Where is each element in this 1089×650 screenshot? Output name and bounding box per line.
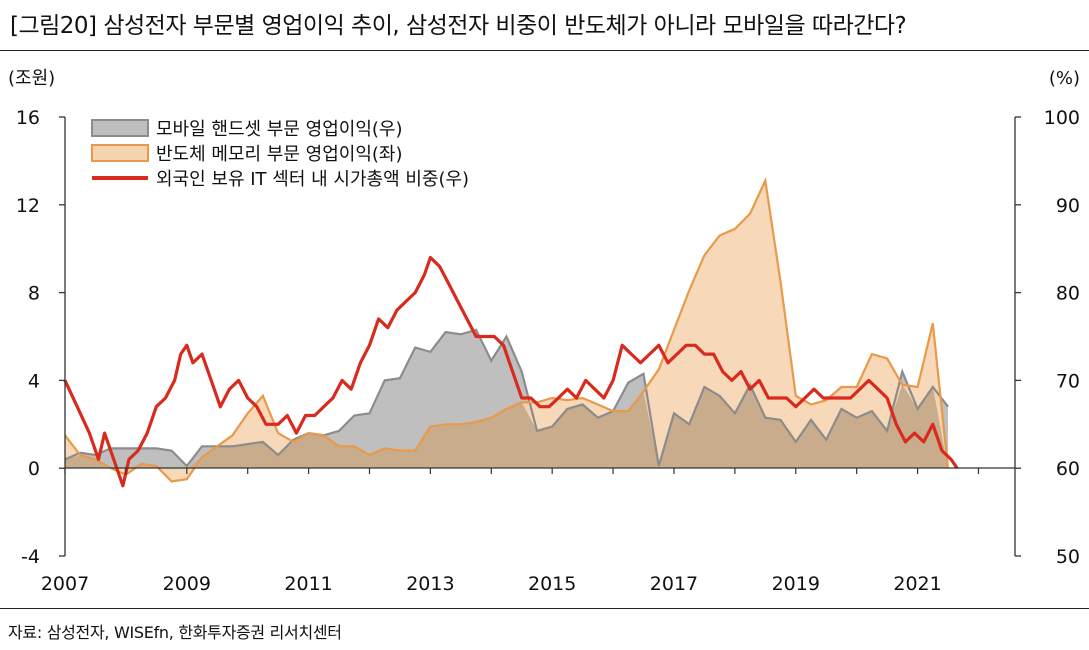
top-rule xyxy=(0,50,1089,51)
x-tick-label: 2011 xyxy=(284,573,332,595)
foreign-line xyxy=(63,255,959,488)
left-tick-label: 12 xyxy=(16,195,40,217)
right-tick-label: 70 xyxy=(1056,370,1080,392)
legend-label-semi: 반도체 메모리 부문 영업이익(좌) xyxy=(156,144,403,165)
x-tick-label: 2013 xyxy=(406,573,454,595)
figure-title: [그림20] 삼성전자 부문별 영업이익 추이, 삼성전자 비중이 반도체가 아… xyxy=(10,13,907,39)
right-tick-label: 100 xyxy=(1044,107,1080,129)
legend-label-mobile: 모바일 핸드셋 부문 영업이익(우) xyxy=(156,119,403,140)
x-tick-label: 2007 xyxy=(41,573,89,595)
legend-label-foreign: 외국인 보유 IT 섹터 내 시가총액 비중(우) xyxy=(156,169,469,190)
right-tick-label: 60 xyxy=(1056,458,1080,480)
mobile-line xyxy=(64,328,949,468)
right-tick-label: 50 xyxy=(1056,546,1080,568)
right-tick-label: 90 xyxy=(1056,195,1080,217)
right-tick-label: 80 xyxy=(1056,283,1080,305)
left-tick-label: 8 xyxy=(28,283,40,305)
left-tick-label: 16 xyxy=(16,107,40,129)
x-tick-label: 2019 xyxy=(772,573,820,595)
left-tick-label: 0 xyxy=(28,458,40,480)
left-tick-label: -4 xyxy=(21,546,40,568)
semi-line xyxy=(64,176,950,483)
legend-swatch-semi xyxy=(91,144,149,162)
x-tick-label: 2021 xyxy=(893,573,941,595)
source-note: 자료: 삼성전자, WISEfn, 한화투자증권 리서치센터 xyxy=(8,623,342,642)
left-tick-label: 4 xyxy=(28,370,40,392)
x-tick-label: 2015 xyxy=(528,573,576,595)
x-tick-label: 2009 xyxy=(163,573,211,595)
right-axis-unit: (%) xyxy=(1049,68,1080,89)
left-axis-unit: (조원) xyxy=(8,68,55,89)
bottom-rule xyxy=(0,608,1089,609)
legend-swatch-mobile xyxy=(91,119,149,137)
x-tick-label: 2017 xyxy=(650,573,698,595)
